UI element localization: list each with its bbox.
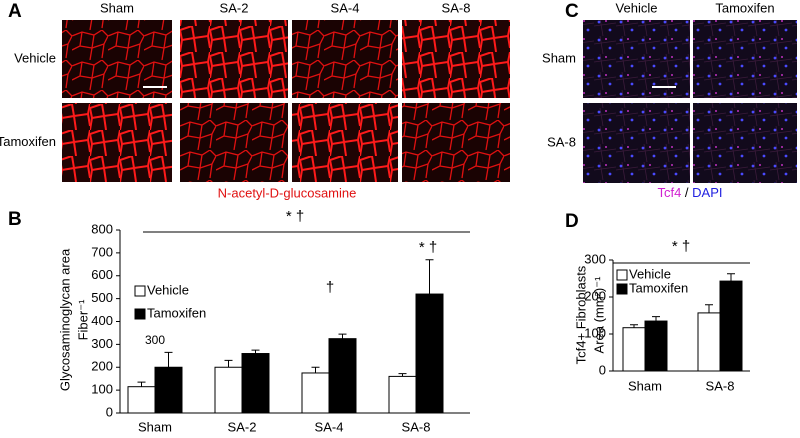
y-axis-title: Tcf4+ Fibroblasts — [573, 265, 588, 364]
column-label: SA-8 — [442, 0, 471, 15]
legend-label: Vehicle — [147, 282, 189, 297]
bar — [388, 375, 417, 414]
panel-letter: D — [565, 211, 579, 232]
column-label: SA-4 — [331, 0, 360, 15]
x-tick-label: SA-2 — [228, 419, 257, 434]
bar — [697, 312, 721, 372]
micrograph — [62, 103, 172, 182]
micrograph — [292, 103, 398, 182]
y-axis-title: Fiber⁻¹ — [75, 299, 90, 340]
y-tick-label: 600 — [91, 267, 113, 282]
column-label: Vehicle — [616, 0, 658, 15]
legend-label: Tamoxifen — [147, 305, 206, 320]
error-bar — [727, 273, 735, 282]
error-bar — [652, 316, 660, 322]
micrograph — [180, 103, 288, 182]
legend-label: Tamoxifen — [629, 280, 688, 295]
bar — [328, 338, 357, 414]
row-label: Vehicle — [14, 50, 56, 65]
y-tick-label: 100 — [584, 325, 606, 340]
y-tick-label: 0 — [599, 362, 606, 377]
caption-part: Tcf4 — [657, 185, 681, 200]
caption-part: DAPI — [689, 185, 723, 200]
micrograph — [693, 20, 797, 98]
y-tick-label: 700 — [91, 244, 113, 259]
x-tick-label: Sham — [628, 378, 662, 393]
y-tick-label: 300 — [584, 251, 606, 266]
bar — [644, 320, 668, 372]
error-bar — [338, 333, 347, 339]
bar — [719, 280, 743, 372]
panel-letter: B — [8, 209, 22, 230]
error-bar — [425, 259, 434, 295]
x-tick-label: SA-8 — [706, 378, 735, 393]
bar — [127, 386, 156, 414]
legend-swatch — [134, 308, 146, 320]
caption-part: / — [681, 185, 689, 200]
caption: N-acetyl-D-glucosamine — [218, 185, 357, 200]
row-label: SA-8 — [547, 134, 576, 149]
bar — [154, 366, 183, 414]
column-label: SA-2 — [220, 0, 249, 15]
y-tick-label: 100 — [91, 382, 113, 397]
legend-label: Vehicle — [629, 266, 671, 281]
y-tick-label: 800 — [91, 221, 113, 236]
micrograph — [583, 20, 690, 98]
annotation: * † — [286, 208, 304, 225]
legend-swatch — [134, 285, 146, 297]
bar — [622, 327, 646, 372]
annotation: * † — [672, 238, 690, 255]
x-tick-label: SA-4 — [315, 419, 344, 434]
row-label: Tamoxifen — [0, 134, 56, 149]
error-bar — [311, 366, 320, 373]
micrograph — [402, 20, 510, 98]
y-axis-title: Glycosaminoglycan area — [57, 248, 72, 391]
y-tick-label: 200 — [91, 359, 113, 374]
bar — [241, 353, 270, 414]
annotation: † — [326, 279, 334, 296]
y-axis-title: Area (mm²)⁻¹ — [591, 276, 606, 354]
bar — [214, 366, 243, 414]
annotation: 300 — [145, 333, 165, 347]
legend-swatch — [616, 283, 628, 295]
error-bar — [164, 351, 173, 368]
error-bar — [137, 381, 146, 387]
micrograph — [583, 103, 690, 183]
error-bar — [705, 304, 713, 313]
bar — [301, 372, 330, 414]
error-bar — [630, 324, 638, 328]
y-tick-label: 400 — [91, 313, 113, 328]
micrograph — [402, 103, 510, 182]
bar — [415, 293, 444, 414]
x-tick-label: SA-8 — [402, 419, 431, 434]
micrograph — [180, 20, 288, 98]
error-bar — [398, 373, 407, 377]
micrograph — [693, 103, 797, 183]
y-tick-label: 300 — [91, 336, 113, 351]
error-bar — [251, 349, 260, 354]
row-label: Sham — [542, 50, 576, 65]
column-label: Tamoxifen — [715, 0, 774, 15]
caption: Tcf4 / DAPI — [657, 185, 722, 200]
micrograph — [62, 20, 172, 98]
x-tick-label: Sham — [138, 419, 172, 434]
panel-letter: C — [565, 1, 579, 22]
y-tick-label: 200 — [584, 288, 606, 303]
column-label: Sham — [100, 0, 134, 15]
micrograph — [292, 20, 398, 98]
y-tick-label: 500 — [91, 290, 113, 305]
y-tick-label: 0 — [106, 404, 113, 419]
legend-swatch — [616, 269, 628, 281]
panel-letter: A — [8, 1, 22, 22]
error-bar — [224, 359, 233, 368]
annotation: * † — [419, 239, 437, 256]
